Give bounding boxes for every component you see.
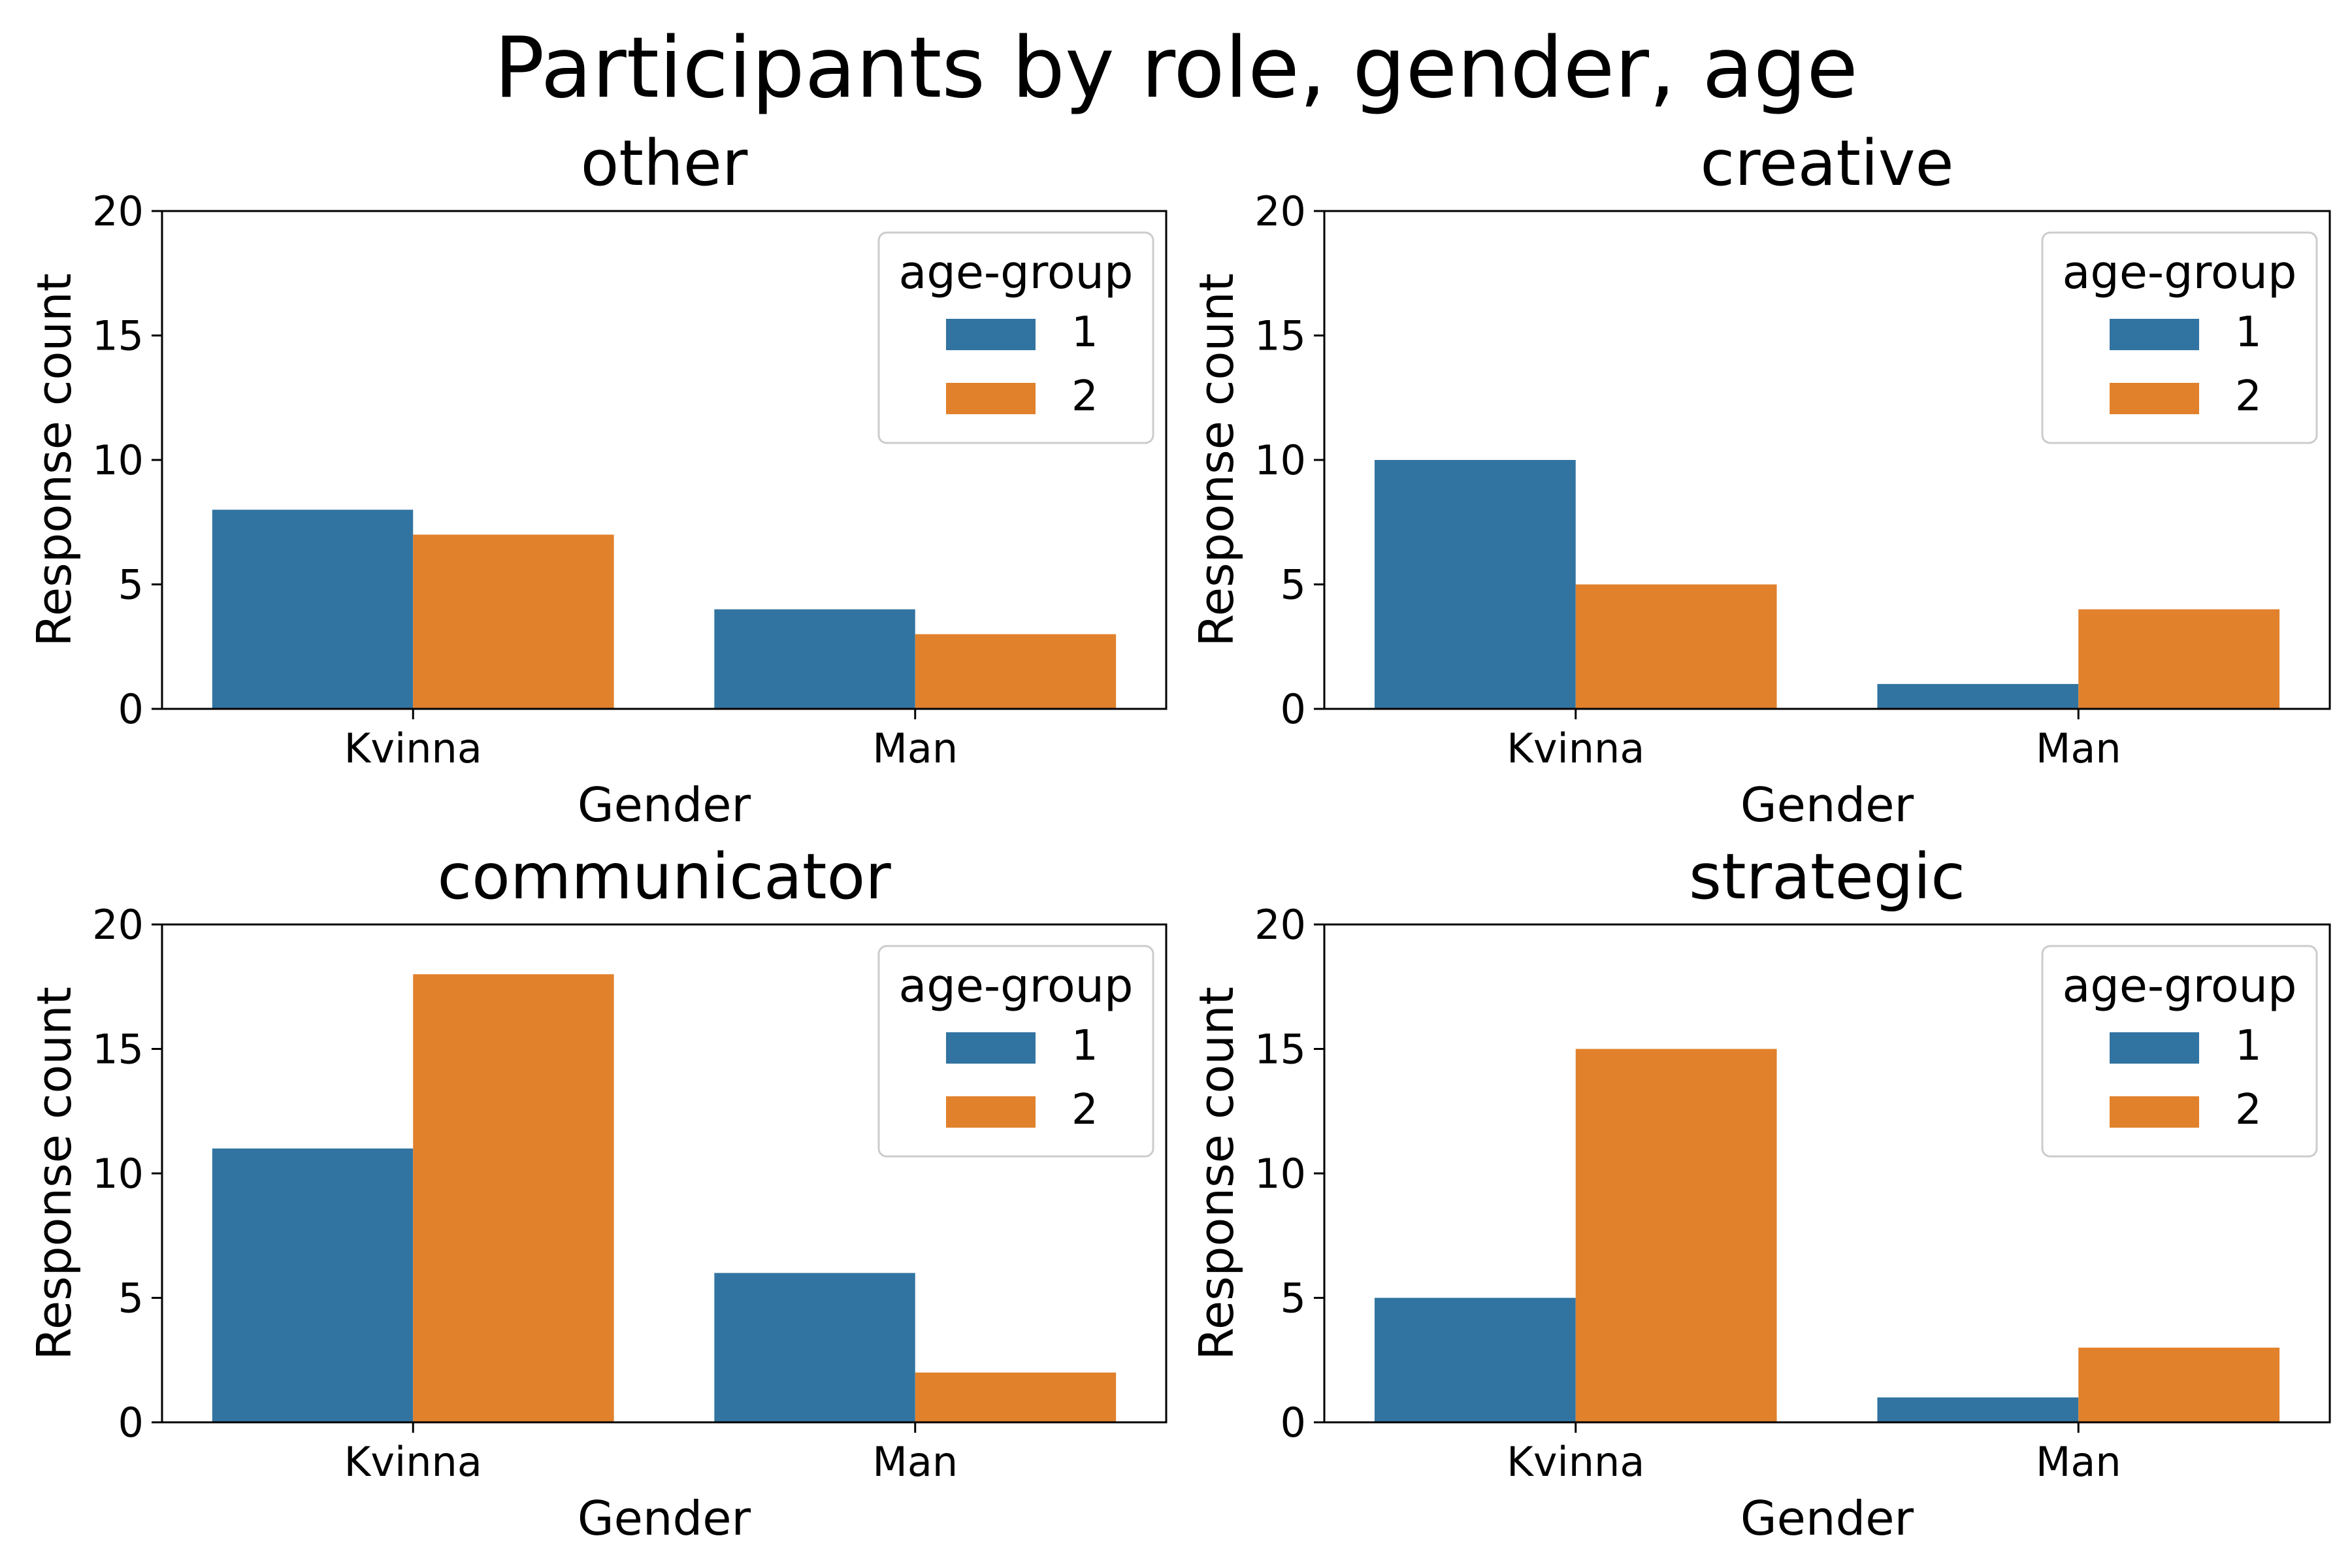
legend: age-group 1 2	[2041, 231, 2318, 444]
bar-Man-age-1	[1877, 683, 2079, 709]
bar-Kvinna-age-1	[212, 1148, 414, 1422]
y-tick-label: 5	[118, 1275, 144, 1322]
x-axis-label: Gender	[1740, 1491, 1914, 1546]
legend-swatch-1	[2110, 1032, 2199, 1064]
y-axis-label: Response count	[1189, 273, 1244, 647]
y-tick-label: 5	[1281, 1275, 1306, 1322]
legend-swatch-2	[946, 383, 1036, 414]
y-tick-label: 10	[1254, 436, 1306, 484]
bar-Man-age-1	[1877, 1397, 2079, 1422]
x-tick-label: Kvinna	[344, 725, 482, 772]
legend-label: 1	[1071, 1022, 1098, 1070]
x-tick-label: Kvinna	[1507, 725, 1644, 772]
legend-label: 2	[1071, 1086, 1098, 1134]
x-tick-label: Man	[872, 725, 958, 772]
legend-swatch-2	[946, 1096, 1036, 1128]
y-axis-label: Response count	[27, 273, 82, 647]
legend-swatch-2	[2110, 383, 2199, 414]
y-tick-label: 20	[92, 901, 144, 949]
y-tick-label: 20	[92, 188, 144, 235]
x-tick-label: Man	[872, 1438, 958, 1486]
figure-title: Participants by role, gender, age	[494, 20, 1858, 117]
legend: age-group 1 2	[877, 945, 1154, 1158]
subplot-creative: creative 0 5 10 15 20 Kvinna Man Gender Response …	[1189, 127, 2331, 832]
y-axis-label: Response count	[1189, 987, 1244, 1360]
bar-Man-age-2	[2078, 609, 2280, 709]
legend-label: 1	[1071, 308, 1098, 357]
x-axis-label: Gender	[578, 777, 751, 832]
bar-Man-age-2	[2078, 1347, 2280, 1422]
subplot-title: communicator	[437, 840, 891, 913]
bar-Kvinna-age-2	[1575, 1049, 1777, 1422]
legend-swatch-2	[2110, 1096, 2199, 1128]
bar-Kvinna-age-1	[212, 510, 414, 709]
legend-label: 1	[2235, 1022, 2262, 1070]
y-axis-label: Response count	[27, 987, 82, 1360]
bar-Man-age-1	[714, 1273, 915, 1422]
bar-Man-age-2	[915, 1372, 1117, 1422]
subplot-title: strategic	[1689, 840, 1965, 913]
bar-Kvinna-age-1	[1374, 1298, 1576, 1422]
x-tick-label: Kvinna	[1507, 1438, 1644, 1486]
legend-label: 1	[2235, 308, 2262, 357]
legend: age-group 1 2	[877, 231, 1154, 444]
y-tick-label: 5	[1281, 561, 1306, 609]
y-tick-label: 15	[92, 312, 144, 360]
bar-Kvinna-age-2	[1575, 584, 1777, 709]
legend-title: age-group	[2063, 959, 2297, 1013]
subplot-strategic: strategic 0 5 10 15 20 Kvinna Man Gender Response…	[1189, 840, 2331, 1546]
y-tick-label: 0	[1281, 685, 1306, 733]
bar-Man-age-1	[714, 609, 915, 709]
x-axis-label: Gender	[1740, 777, 1914, 832]
legend-title: age-group	[899, 959, 1134, 1013]
bar-Man-age-2	[915, 634, 1117, 709]
subplot-title: other	[581, 127, 748, 200]
y-tick-label: 15	[1254, 1026, 1306, 1073]
x-tick-label: Kvinna	[344, 1438, 482, 1486]
x-axis-label: Gender	[578, 1491, 751, 1546]
subplot-other: other 0 5 10 15 20 Kvinna Man Gender Response cou…	[27, 127, 1168, 832]
legend-title: age-group	[899, 246, 1134, 299]
y-tick-label: 10	[1254, 1150, 1306, 1198]
y-tick-label: 15	[92, 1026, 144, 1073]
bar-Kvinna-age-2	[413, 534, 614, 709]
legend-label: 2	[2235, 1086, 2262, 1134]
legend-label: 2	[2235, 372, 2262, 421]
bar-Kvinna-age-1	[1374, 460, 1576, 709]
y-tick-label: 20	[1254, 188, 1306, 235]
y-tick-label: 0	[118, 1399, 144, 1446]
subplot-communicator: communicator 0 5 10 15 20 Kvinna Man Gender Respo…	[27, 840, 1168, 1546]
y-tick-label: 20	[1254, 901, 1306, 949]
x-tick-label: Man	[2036, 725, 2121, 772]
y-tick-label: 0	[118, 685, 144, 733]
legend-swatch-1	[2110, 319, 2199, 350]
legend: age-group 1 2	[2041, 945, 2318, 1158]
subplot-title: creative	[1700, 127, 1953, 200]
y-tick-label: 0	[1281, 1399, 1306, 1446]
y-tick-label: 15	[1254, 312, 1306, 360]
y-tick-label: 10	[92, 1150, 144, 1198]
legend-swatch-1	[946, 319, 1036, 350]
y-tick-label: 10	[92, 436, 144, 484]
legend-swatch-1	[946, 1032, 1036, 1064]
y-tick-label: 5	[118, 561, 144, 609]
legend-label: 2	[1071, 372, 1098, 421]
legend-title: age-group	[2063, 246, 2297, 299]
bar-Kvinna-age-2	[413, 974, 614, 1422]
x-tick-label: Man	[2036, 1438, 2121, 1486]
